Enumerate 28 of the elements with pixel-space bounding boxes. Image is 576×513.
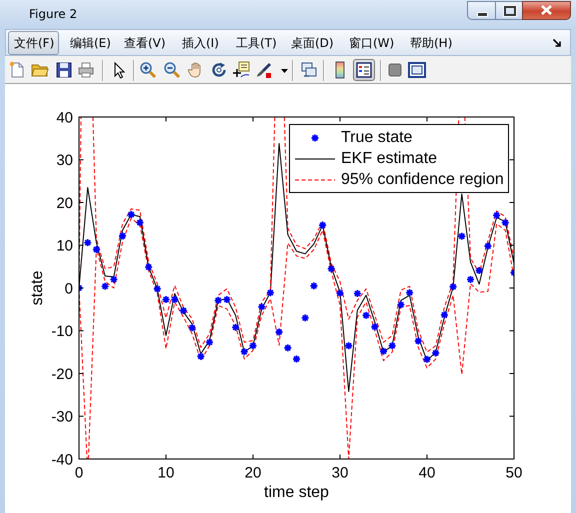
text: 桌面(D) [291,36,334,51]
y-axis-title: state [28,270,46,306]
y-tick-label: 40 [56,109,73,126]
x-tick-label: 50 [506,464,522,482]
y-tick-label: 10 [56,238,73,255]
text: 查看(V) [124,36,166,51]
x-tick-label: 40 [418,464,436,482]
text: 文件(F) [14,36,54,51]
caption: Figure 2 [29,7,78,22]
y-tick-label: -30 [51,408,73,426]
y-tick-label: -40 [51,451,73,468]
x-tick-label: 20 [244,464,262,482]
x-tick-label: 30 [332,464,348,482]
y-tick-label: 30 [56,152,73,170]
legend-label: 95% confidence region [341,170,504,188]
x-axis-title: time step [264,484,330,500]
x-tick-label: 10 [158,464,174,482]
y-tick-label: -10 [51,323,73,340]
text: 编辑(E) [70,36,111,51]
text: 窗口(W) [349,36,394,51]
y-tick-label: 0 [64,280,73,298]
y-tick-label: -20 [51,366,73,383]
legend-label: True state [341,128,412,146]
text: 插入(I) [182,36,219,51]
legend-label: EKF estimate [341,150,438,168]
text: 帮助(H) [410,36,452,51]
y-tick-label: 20 [56,194,73,212]
text: 工具(T) [236,36,277,51]
